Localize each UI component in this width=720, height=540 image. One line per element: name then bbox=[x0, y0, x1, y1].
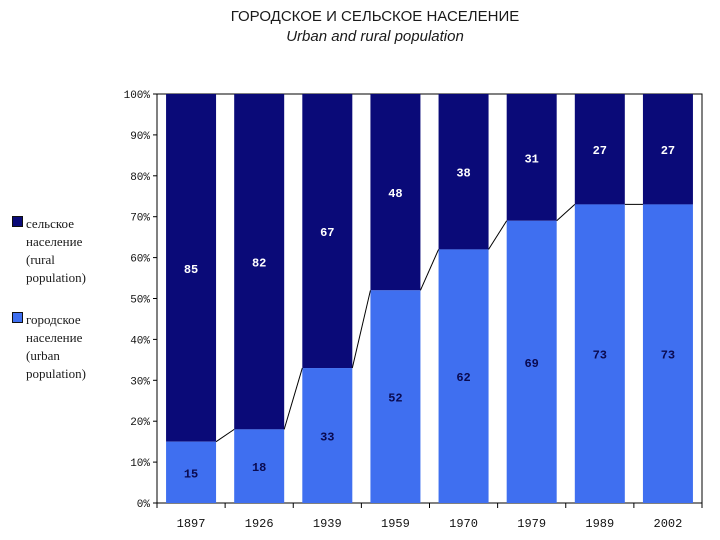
bar-rural bbox=[370, 94, 421, 291]
data-label-rural: 38 bbox=[456, 167, 470, 181]
y-tick-label: 60% bbox=[130, 254, 150, 266]
bar-urban bbox=[370, 290, 421, 503]
bar-rural bbox=[506, 94, 557, 221]
y-tick-label: 40% bbox=[130, 335, 150, 347]
series-line bbox=[283, 367, 303, 430]
legend-rural-swatch bbox=[12, 216, 23, 227]
bar-urban bbox=[506, 220, 557, 504]
data-label-rural: 67 bbox=[320, 226, 334, 240]
bar-rural bbox=[574, 94, 625, 205]
x-tick-label: 2002 bbox=[654, 517, 683, 531]
y-tick-label: 20% bbox=[130, 417, 150, 429]
legend-urban: городское население (urban population) bbox=[12, 311, 86, 383]
chart-subtitle: Urban and rural population bbox=[286, 28, 464, 45]
bar-rural bbox=[166, 94, 217, 442]
y-tick-label: 0% bbox=[137, 499, 151, 511]
y-tick-label: 100% bbox=[124, 90, 151, 102]
y-tick-label: 50% bbox=[130, 295, 150, 307]
bar-rural bbox=[438, 94, 489, 250]
y-tick-label: 30% bbox=[130, 376, 150, 388]
data-label-urban: 73 bbox=[593, 349, 607, 363]
data-label-rural: 48 bbox=[388, 187, 402, 201]
x-tick-label: 1970 bbox=[449, 517, 478, 531]
x-tick-label: 1989 bbox=[585, 517, 614, 531]
y-tick-label: 80% bbox=[130, 172, 150, 184]
data-label-rural: 31 bbox=[524, 152, 538, 166]
data-label-urban: 33 bbox=[320, 431, 334, 445]
data-label-rural: 85 bbox=[184, 263, 198, 277]
x-tick-label: 1939 bbox=[313, 517, 342, 531]
bar-rural bbox=[302, 94, 353, 369]
x-tick-label: 1897 bbox=[177, 517, 206, 531]
data-label-urban: 73 bbox=[661, 349, 675, 363]
x-tick-label: 1926 bbox=[245, 517, 274, 531]
data-label-urban: 69 bbox=[524, 357, 538, 371]
data-label-urban: 18 bbox=[252, 461, 266, 475]
bar-rural bbox=[234, 94, 285, 430]
legend-urban-swatch bbox=[12, 312, 23, 323]
legend-rural: сельское население (rural population) bbox=[12, 215, 86, 287]
bar-urban bbox=[302, 368, 353, 503]
bar-urban bbox=[438, 249, 489, 503]
data-label-urban: 15 bbox=[184, 467, 198, 481]
data-label-urban: 62 bbox=[456, 371, 470, 385]
legend-urban-label: городское население (urban population) bbox=[26, 312, 86, 381]
series-line bbox=[488, 220, 508, 250]
bar-urban bbox=[642, 204, 693, 503]
series-line bbox=[215, 428, 235, 443]
data-label-rural: 27 bbox=[593, 144, 607, 158]
bar-urban bbox=[166, 441, 217, 503]
bar-urban bbox=[574, 204, 625, 503]
bar-urban bbox=[234, 429, 285, 503]
bar-rural bbox=[642, 94, 693, 205]
chart-title: ГОРОДСКОЕ И СЕЛЬСКОЕ НАСЕЛЕНИЕ bbox=[230, 8, 520, 25]
data-label-rural: 27 bbox=[661, 144, 675, 158]
x-tick-label: 1959 bbox=[381, 517, 410, 531]
series-line bbox=[419, 249, 440, 291]
legend-rural-label: сельское население (rural population) bbox=[26, 216, 86, 285]
series-line bbox=[556, 204, 576, 222]
x-tick-label: 1979 bbox=[517, 517, 546, 531]
y-tick-label: 10% bbox=[130, 458, 150, 470]
y-tick-label: 90% bbox=[130, 131, 150, 143]
y-tick-label: 70% bbox=[130, 213, 150, 225]
data-label-urban: 52 bbox=[388, 392, 402, 406]
series-line bbox=[351, 290, 371, 369]
data-label-rural: 82 bbox=[252, 257, 266, 271]
